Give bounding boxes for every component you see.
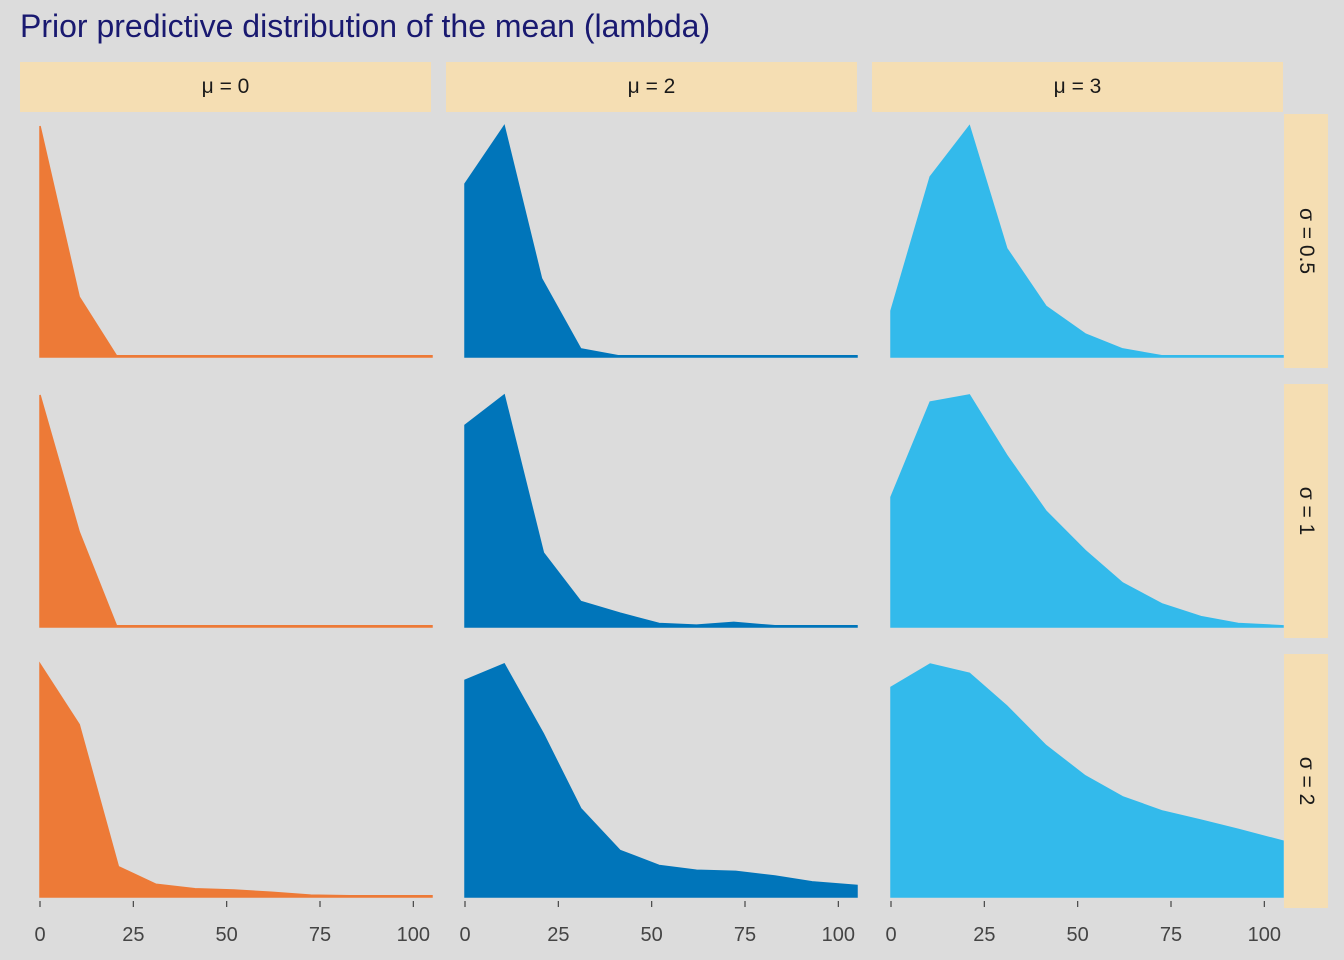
x-tick-label: 75 — [309, 924, 331, 946]
density-area-2-3 — [464, 663, 858, 898]
density-area-3-3 — [890, 663, 1284, 898]
x-tick-label: 100 — [397, 924, 430, 946]
x-tick-label: 50 — [641, 924, 663, 946]
facet-column-label: μ = 3 — [1053, 75, 1102, 98]
facet-row-strip: σ = 1 — [1284, 384, 1328, 638]
facet-column-strip: μ = 0 — [20, 62, 431, 112]
x-tick-label: 100 — [1248, 924, 1281, 946]
facet-row-strip: σ = 0.5 — [1284, 114, 1328, 368]
x-tick-label: 75 — [734, 924, 756, 946]
x-tick-label: 0 — [885, 924, 896, 946]
density-area-2-2 — [464, 393, 858, 628]
x-tick-label: 0 — [34, 924, 45, 946]
x-tick-label: 25 — [547, 924, 569, 946]
x-tick-label: 100 — [822, 924, 855, 946]
facet-column-label: μ = 2 — [627, 75, 676, 98]
facet-column-label: μ = 0 — [201, 75, 250, 98]
x-tick-label: 50 — [1067, 924, 1089, 946]
facet-column-strip: μ = 3 — [872, 62, 1283, 112]
density-area-1-3 — [39, 661, 433, 898]
facet-column-strip: μ = 2 — [446, 62, 857, 112]
chart-title: Prior predictive distribution of the mea… — [20, 8, 711, 44]
density-area-1-1 — [39, 125, 433, 358]
density-area-3-2 — [890, 394, 1284, 628]
x-tick-label: 75 — [1160, 924, 1182, 946]
x-tick-label: 50 — [216, 924, 238, 946]
density-area-2-1 — [464, 124, 858, 358]
x-tick-label: 25 — [973, 924, 995, 946]
x-tick-label: 25 — [122, 924, 144, 946]
facet-row-strip: σ = 2 — [1284, 654, 1328, 908]
density-area-3-1 — [890, 124, 1284, 358]
x-tick-label: 0 — [459, 924, 470, 946]
density-area-1-2 — [39, 394, 433, 628]
